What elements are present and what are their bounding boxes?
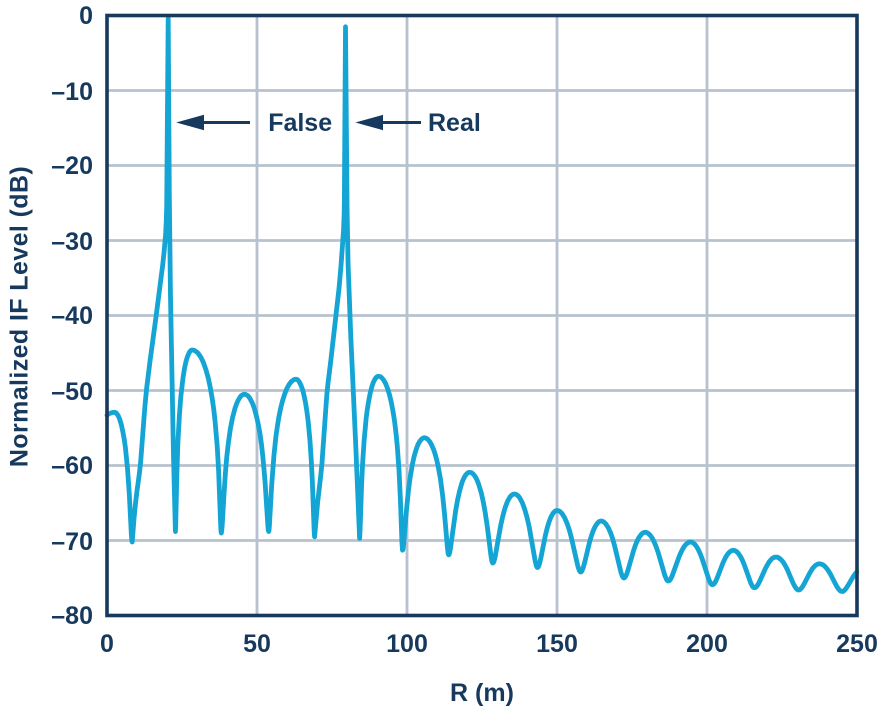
svg-text:150: 150 xyxy=(536,630,578,658)
svg-text:–50: –50 xyxy=(51,378,93,406)
svg-text:Real: Real xyxy=(428,109,481,137)
svg-text:–60: –60 xyxy=(51,452,93,480)
svg-text:200: 200 xyxy=(686,630,728,658)
svg-text:R (m): R (m) xyxy=(450,679,514,707)
svg-text:0: 0 xyxy=(100,630,114,658)
svg-text:50: 50 xyxy=(243,630,271,658)
svg-text:Normalized IF Level (dB): Normalized IF Level (dB) xyxy=(6,166,34,467)
svg-text:–70: –70 xyxy=(51,528,93,556)
svg-text:–20: –20 xyxy=(51,152,93,180)
svg-text:–30: –30 xyxy=(51,228,93,256)
svg-text:0: 0 xyxy=(79,2,93,30)
svg-text:–80: –80 xyxy=(51,602,93,630)
svg-text:–40: –40 xyxy=(51,302,93,330)
svg-text:250: 250 xyxy=(836,630,878,658)
svg-text:–10: –10 xyxy=(51,78,93,106)
svg-text:False: False xyxy=(268,109,332,137)
svg-text:100: 100 xyxy=(386,630,428,658)
